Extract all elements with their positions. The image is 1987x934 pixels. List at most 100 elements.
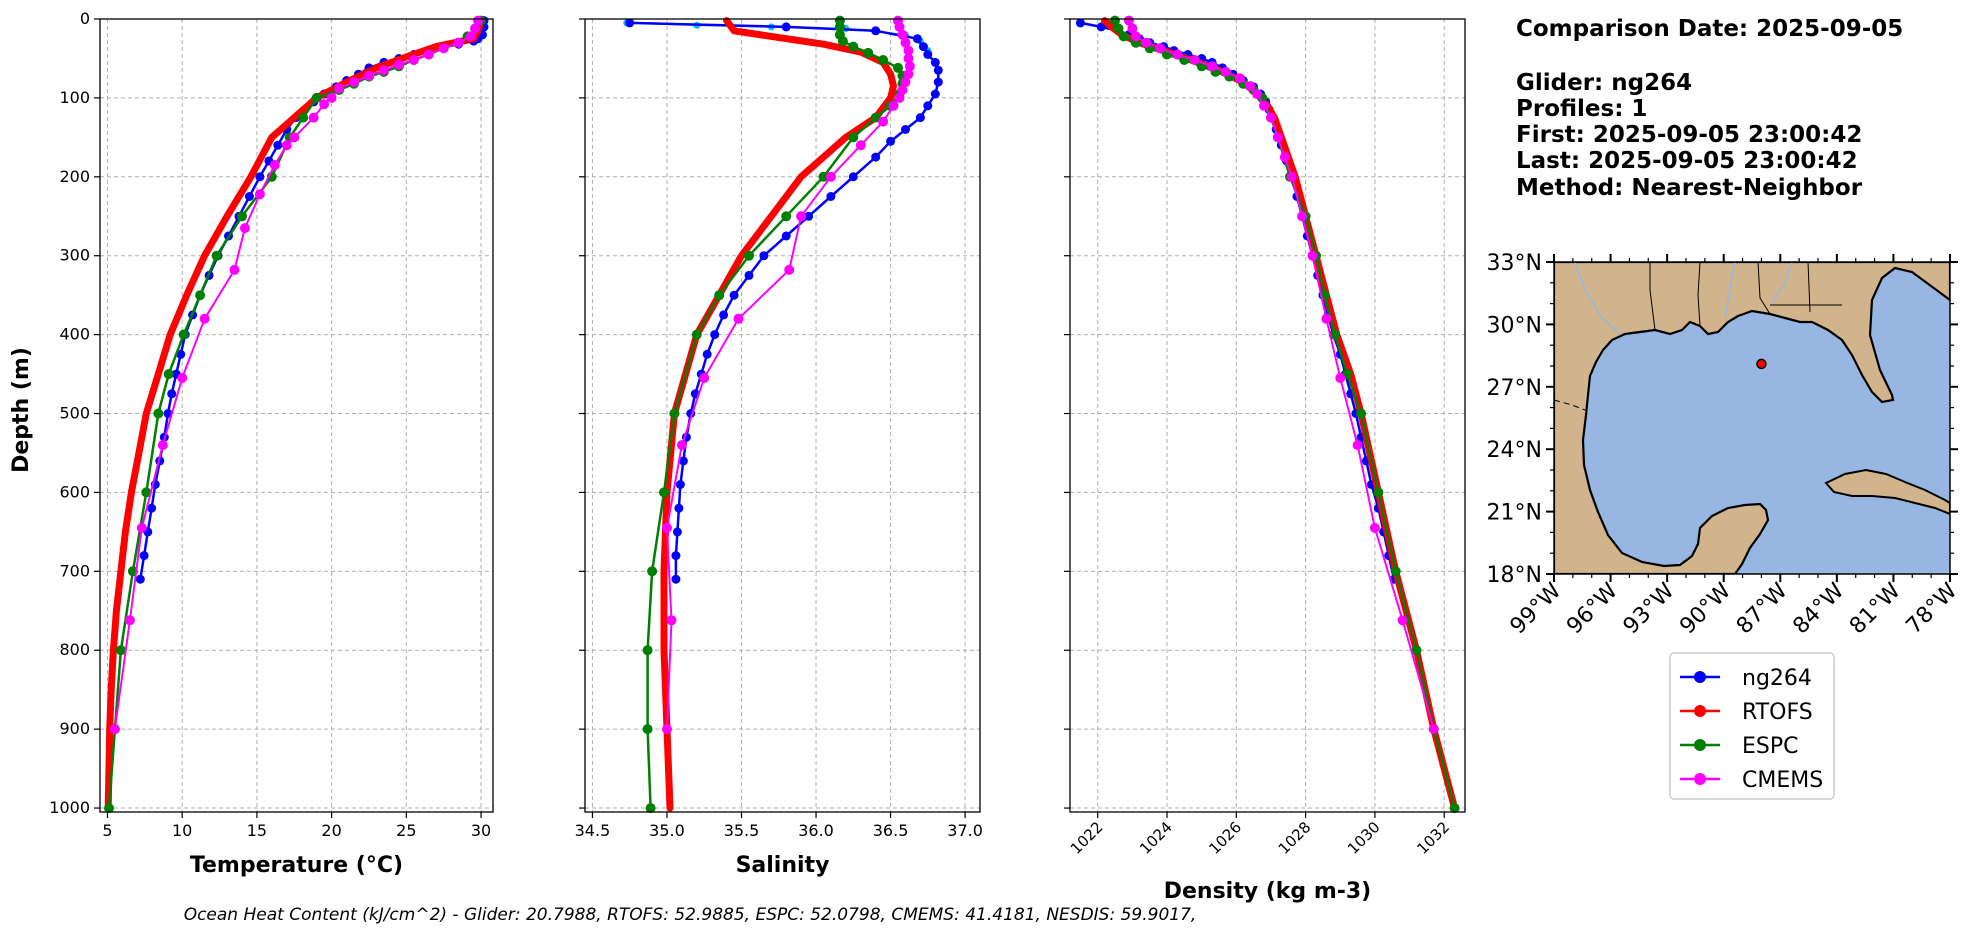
- data-point: [848, 41, 859, 52]
- data-point: [903, 45, 914, 56]
- series-ng264: [1075, 18, 1399, 584]
- data-point: [1272, 132, 1283, 143]
- data-point: [255, 172, 265, 182]
- glider-position-marker: [1756, 358, 1767, 370]
- data-point: [1075, 18, 1085, 28]
- data-point: [781, 231, 791, 241]
- data-point: [647, 566, 658, 577]
- data-point: [915, 113, 925, 123]
- data-point: [710, 330, 720, 340]
- data-point: [1321, 313, 1332, 324]
- data-point: [1096, 22, 1106, 32]
- data-point: [781, 22, 791, 32]
- map-lon-label: 84°W: [1788, 578, 1849, 639]
- map-lon-label: 90°W: [1675, 578, 1736, 639]
- profile-panels: 5 10 15 20 25 3001002003004005006007008009001…: [49, 9, 1466, 904]
- x-tick-label: 36.0: [798, 821, 834, 840]
- data-point: [674, 503, 684, 513]
- data-point: [1390, 566, 1401, 577]
- series-cmems: [109, 15, 484, 735]
- comparison-date: Comparison Date: 2025-09-05: [1516, 16, 1903, 42]
- data-point: [423, 49, 434, 60]
- data-point: [719, 310, 729, 320]
- x-tick-label: 1026: [1205, 818, 1245, 858]
- legend-label: ng264: [1742, 666, 1812, 691]
- data-point: [1373, 487, 1384, 498]
- y-tick-label: 700: [59, 561, 90, 580]
- data-point: [1123, 15, 1134, 26]
- data-point: [733, 313, 744, 324]
- data-point: [1207, 61, 1218, 72]
- series-cmems: [662, 15, 915, 735]
- y-tick-label: 600: [59, 482, 90, 501]
- data-point: [1220, 66, 1231, 77]
- data-point: [211, 250, 222, 261]
- y-tick-label: 0: [80, 9, 90, 28]
- data-point: [281, 140, 292, 151]
- data-point: [662, 724, 672, 735]
- data-point: [871, 26, 881, 36]
- data-point: [1110, 15, 1120, 26]
- data-point: [863, 47, 874, 58]
- data-point: [933, 77, 943, 87]
- ocean-heat-content-footer: Ocean Heat Content (kJ/cm^2) - Glider: 2…: [184, 905, 1197, 925]
- series-line: [660, 17, 897, 812]
- data-point: [642, 645, 653, 656]
- data-point: [897, 85, 908, 95]
- data-point: [699, 373, 710, 383]
- data-point: [239, 223, 250, 234]
- axes-frame: [584, 18, 981, 813]
- data-point: [273, 140, 283, 150]
- data-point: [744, 250, 754, 261]
- data-point: [1449, 803, 1460, 814]
- profile-panel-1: 5 10 15 20 25 3001002003004005006007008009001…: [49, 9, 494, 878]
- y-tick-label: 900: [59, 719, 90, 738]
- x-tick-label: 1028: [1275, 818, 1315, 858]
- data-point: [157, 440, 168, 451]
- data-point: [855, 140, 866, 151]
- data-point: [178, 329, 189, 340]
- data-point: [1352, 440, 1363, 451]
- data-point: [334, 83, 345, 94]
- data-point: [311, 92, 322, 103]
- x-tick-label: 1024: [1136, 818, 1176, 858]
- map-lat-label: 27°N: [1487, 376, 1542, 401]
- first-time: First: 2025-09-05 23:00:42: [1516, 122, 1862, 148]
- data-point: [759, 251, 769, 261]
- x-axis-label: Temperature (°C): [190, 853, 403, 878]
- data-point: [289, 132, 300, 143]
- legend-label: ESPC: [1742, 734, 1799, 759]
- data-point: [669, 408, 680, 419]
- map-land-us: [1554, 262, 1950, 574]
- data-point: [136, 522, 147, 533]
- data-point: [784, 264, 795, 275]
- data-point: [393, 59, 404, 70]
- x-tick-label: 20: [321, 821, 341, 840]
- data-point: [642, 724, 653, 735]
- y-tick-label: 300: [59, 246, 90, 265]
- data-point: [1141, 37, 1152, 48]
- data-point: [269, 160, 280, 170]
- data-point: [470, 23, 481, 34]
- method: Method: Nearest-Neighbor: [1516, 175, 1863, 201]
- data-point: [195, 290, 206, 301]
- series-line: [1079, 21, 1396, 581]
- data-point: [878, 116, 889, 127]
- data-point: [1297, 211, 1308, 222]
- data-point: [244, 192, 254, 201]
- data-point: [199, 313, 210, 324]
- legend-item-espc: ESPC: [1680, 734, 1799, 759]
- legend-marker: [1694, 773, 1706, 785]
- last-time: Last: 2025-09-05 23:00:42: [1516, 148, 1858, 174]
- data-point: [1335, 373, 1346, 383]
- data-point: [729, 290, 739, 300]
- data-point: [818, 171, 829, 182]
- data-point: [900, 37, 911, 48]
- data-point: [672, 527, 682, 537]
- data-point: [1172, 49, 1183, 60]
- data-point: [1252, 89, 1263, 99]
- glider-name: Glider: ng264: [1516, 70, 1692, 96]
- data-point: [659, 487, 669, 498]
- data-point: [903, 69, 914, 80]
